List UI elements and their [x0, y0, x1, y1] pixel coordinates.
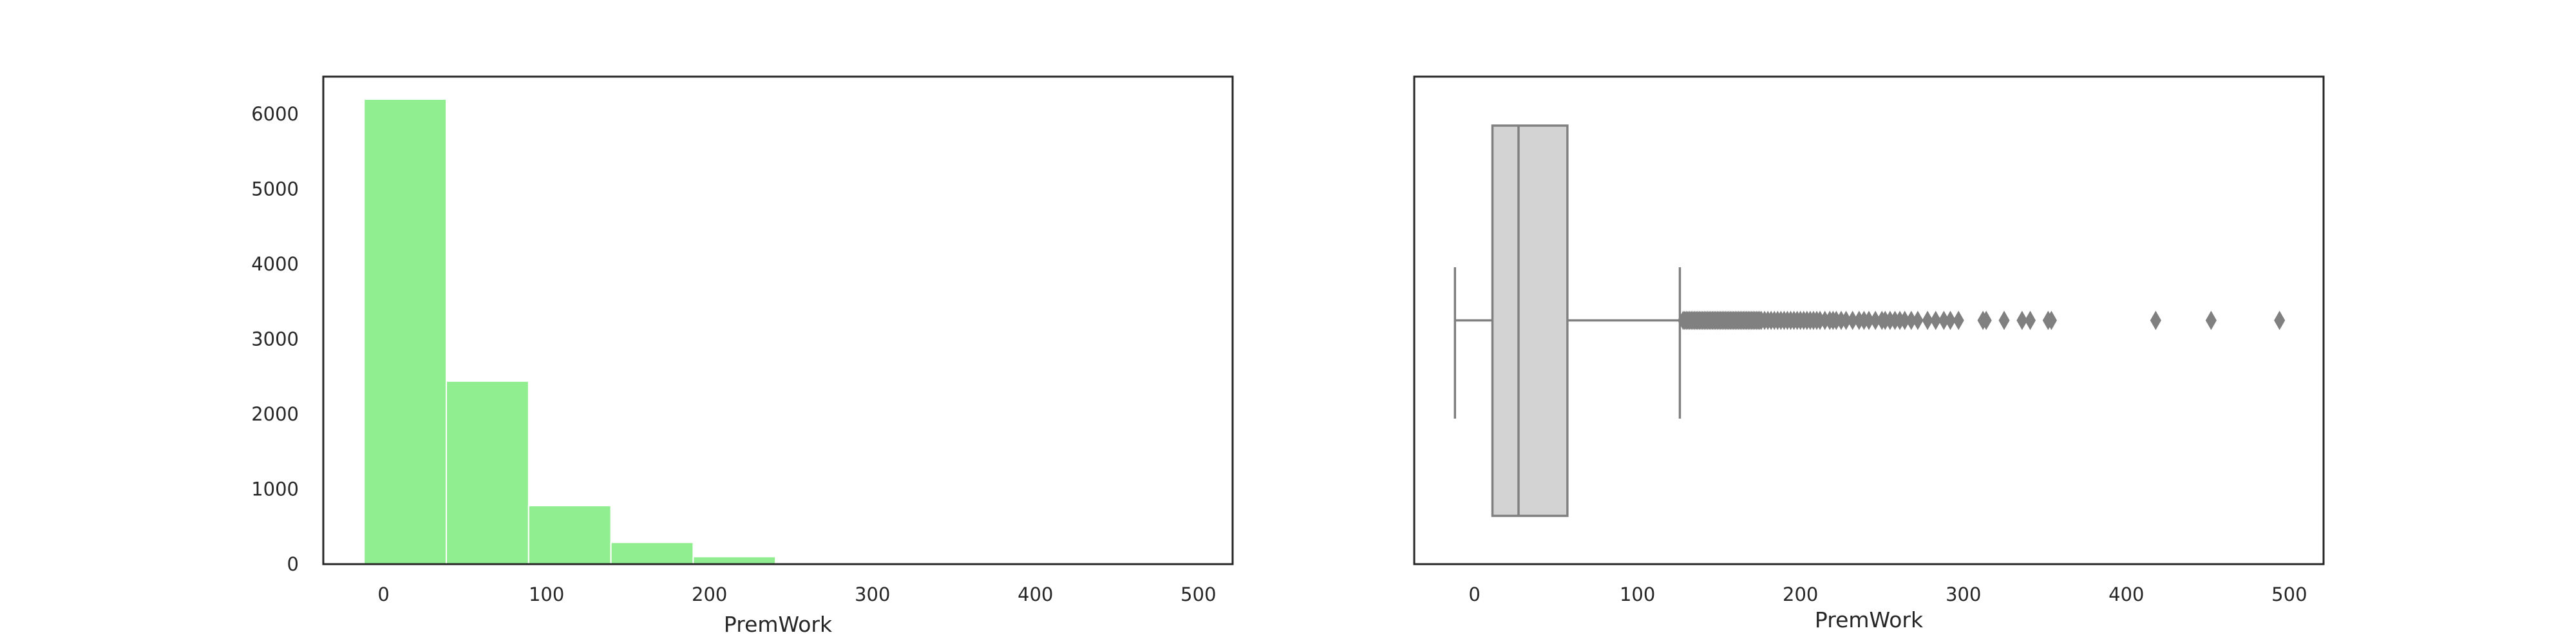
histogram-y-tick-label: 2000: [251, 403, 299, 425]
histogram-axes-frame: [322, 75, 1234, 565]
boxplot-x-ticks: 0 100 200 300 400 500: [1468, 583, 2307, 605]
histogram-bar: [610, 542, 694, 565]
histogram-bar: [446, 380, 529, 565]
histogram-x-axis-label: PremWork: [724, 612, 833, 637]
boxplot-axes-frame: [1413, 75, 2325, 565]
outlier-point: [1944, 310, 1956, 330]
outlier-point: [2274, 310, 2286, 330]
boxplot-panel: 0 100 200 300 400 500 PremWork: [1413, 75, 2325, 632]
histogram-bar: [363, 98, 448, 565]
boxplot-x-tick-label: 200: [1783, 583, 1818, 605]
boxplot-elements: [1454, 124, 2286, 517]
histogram-y-tick-label: 1000: [251, 478, 299, 500]
boxplot-x-tick-label: 100: [1620, 583, 1655, 605]
boxplot-x-tick-label: 400: [2108, 583, 2144, 605]
outlier-point: [1912, 310, 1924, 330]
histogram-y-tick-label: 5000: [251, 178, 299, 200]
interquartile-box: [1491, 124, 1569, 517]
outlier-point: [2045, 310, 2057, 330]
outlier-point: [2205, 310, 2217, 330]
outlier-point: [2024, 310, 2036, 330]
histogram-x-tick-label: 0: [377, 583, 389, 605]
histogram-panel: 0 100 200 300 400 500 0 1000 2000 3000 4000 5000 60…: [251, 75, 1234, 637]
histogram-x-ticks: 0 100 200 300 400 500: [377, 583, 1216, 605]
outlier-point: [1922, 310, 1933, 330]
histogram-bars: [363, 98, 1188, 565]
boxplot-x-axis-label: PremWork: [1815, 607, 1924, 632]
histogram-bar: [527, 505, 612, 565]
histogram-y-tick-label: 0: [287, 553, 299, 575]
outlier-point: [1980, 310, 1992, 330]
histogram-bar: [692, 556, 777, 565]
outlier-point: [2016, 310, 2028, 330]
histogram-y-ticks: 0 1000 2000 3000 4000 5000 6000: [251, 103, 299, 575]
histogram-y-tick-label: 4000: [251, 253, 299, 275]
histogram-x-tick-label: 100: [529, 583, 564, 605]
histogram-x-tick-label: 500: [1180, 583, 1216, 605]
histogram-y-tick-label: 3000: [251, 328, 299, 350]
boxplot-x-tick-label: 0: [1468, 583, 1480, 605]
histogram-x-tick-label: 200: [692, 583, 727, 605]
histogram-x-tick-label: 400: [1018, 583, 1053, 605]
outlier-point: [1953, 310, 1964, 330]
histogram-y-tick-label: 6000: [251, 103, 299, 125]
boxplot-x-tick-label: 300: [1946, 583, 1981, 605]
outlier-point: [1998, 310, 2010, 330]
outlier-point: [1930, 310, 1942, 330]
outlier-point: [2150, 310, 2161, 330]
histogram-x-tick-label: 300: [855, 583, 890, 605]
boxplot-x-tick-label: 500: [2271, 583, 2307, 605]
